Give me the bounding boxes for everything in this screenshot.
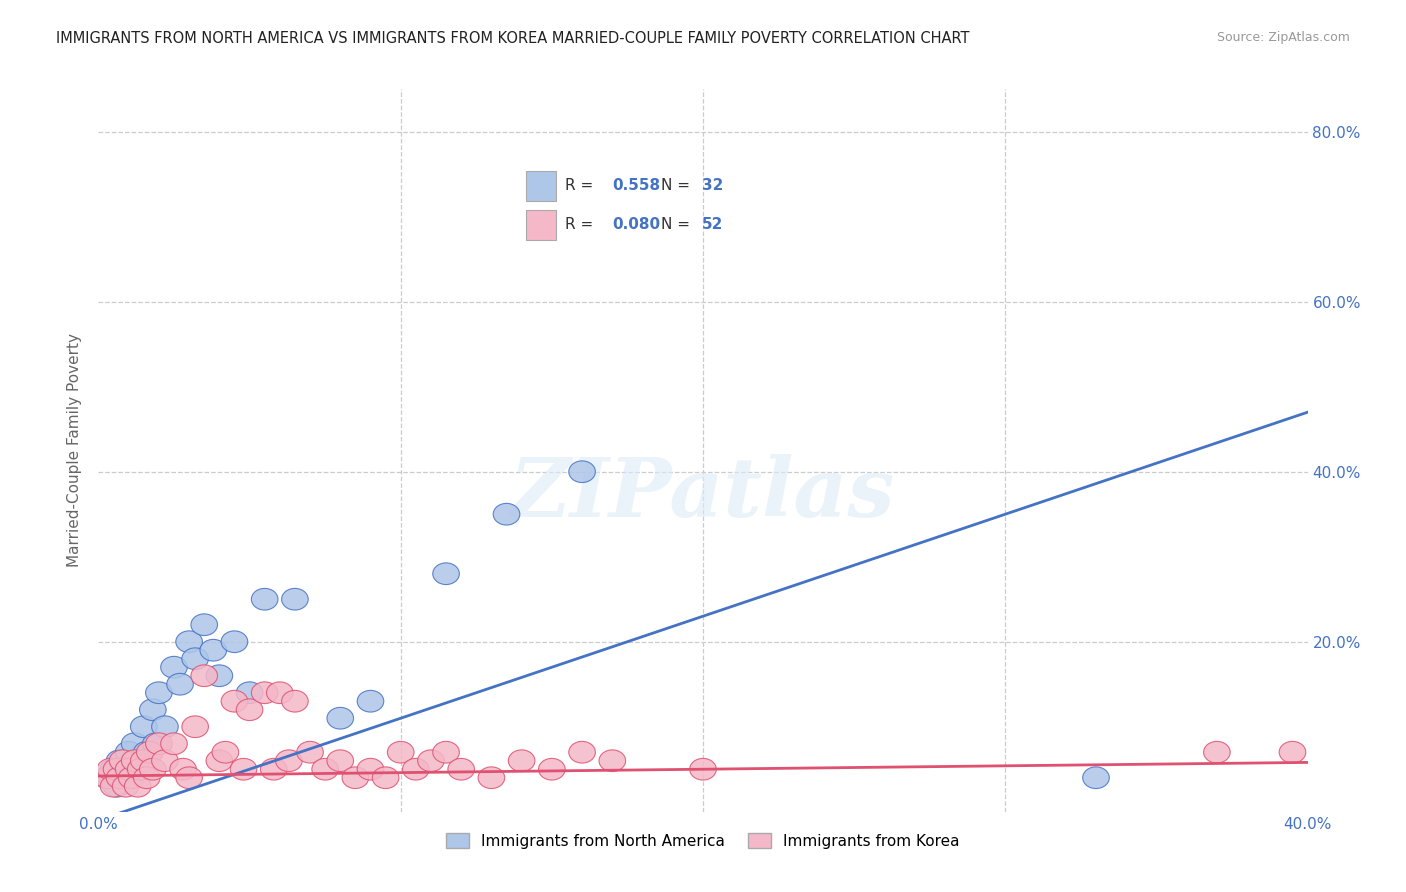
Text: N =: N = — [661, 217, 695, 232]
Ellipse shape — [599, 750, 626, 772]
Ellipse shape — [103, 775, 129, 797]
Ellipse shape — [94, 767, 121, 789]
Ellipse shape — [1279, 741, 1306, 763]
Ellipse shape — [433, 741, 460, 763]
Ellipse shape — [131, 716, 157, 738]
Ellipse shape — [433, 563, 460, 584]
Text: R =: R = — [565, 217, 598, 232]
Ellipse shape — [207, 665, 232, 687]
Ellipse shape — [328, 707, 353, 729]
Ellipse shape — [131, 750, 157, 772]
Ellipse shape — [212, 741, 239, 763]
Ellipse shape — [160, 657, 187, 678]
Ellipse shape — [260, 758, 287, 780]
Ellipse shape — [176, 631, 202, 653]
Ellipse shape — [118, 767, 145, 789]
Ellipse shape — [181, 648, 208, 670]
Ellipse shape — [312, 758, 339, 780]
Ellipse shape — [100, 775, 127, 797]
Ellipse shape — [569, 461, 595, 483]
Ellipse shape — [139, 698, 166, 721]
Legend: Immigrants from North America, Immigrants from Korea: Immigrants from North America, Immigrant… — [440, 827, 966, 855]
Text: 52: 52 — [702, 217, 724, 232]
Ellipse shape — [118, 767, 145, 789]
Ellipse shape — [221, 690, 247, 712]
Text: N =: N = — [661, 178, 695, 194]
Ellipse shape — [1083, 767, 1109, 789]
Ellipse shape — [690, 758, 716, 780]
Ellipse shape — [267, 681, 292, 704]
Ellipse shape — [191, 614, 218, 636]
Ellipse shape — [357, 758, 384, 780]
Ellipse shape — [388, 741, 413, 763]
Ellipse shape — [494, 503, 520, 525]
Ellipse shape — [107, 767, 134, 789]
Ellipse shape — [207, 750, 232, 772]
Ellipse shape — [200, 640, 226, 661]
Ellipse shape — [121, 733, 148, 755]
Ellipse shape — [115, 758, 142, 780]
Ellipse shape — [142, 733, 169, 755]
Ellipse shape — [181, 716, 208, 738]
Ellipse shape — [110, 750, 136, 772]
Ellipse shape — [103, 758, 129, 780]
Ellipse shape — [107, 750, 134, 772]
Ellipse shape — [152, 716, 179, 738]
Ellipse shape — [449, 758, 474, 780]
Ellipse shape — [252, 681, 278, 704]
Ellipse shape — [134, 741, 160, 763]
Text: ZIPatlas: ZIPatlas — [510, 454, 896, 533]
Ellipse shape — [538, 758, 565, 780]
Ellipse shape — [100, 758, 127, 780]
Ellipse shape — [170, 758, 197, 780]
Ellipse shape — [160, 733, 187, 755]
Ellipse shape — [328, 750, 353, 772]
Ellipse shape — [128, 758, 155, 780]
Text: 0.080: 0.080 — [613, 217, 661, 232]
Ellipse shape — [231, 758, 257, 780]
Ellipse shape — [136, 741, 163, 763]
Ellipse shape — [94, 767, 121, 789]
Ellipse shape — [478, 767, 505, 789]
Ellipse shape — [152, 750, 179, 772]
FancyBboxPatch shape — [526, 210, 555, 240]
Ellipse shape — [146, 733, 172, 755]
Ellipse shape — [176, 767, 202, 789]
FancyBboxPatch shape — [526, 171, 555, 201]
Ellipse shape — [373, 767, 399, 789]
Ellipse shape — [124, 775, 150, 797]
Ellipse shape — [236, 698, 263, 721]
Ellipse shape — [276, 750, 302, 772]
Ellipse shape — [1204, 741, 1230, 763]
Ellipse shape — [509, 750, 534, 772]
Ellipse shape — [402, 758, 429, 780]
Ellipse shape — [418, 750, 444, 772]
Ellipse shape — [236, 681, 263, 704]
Ellipse shape — [221, 631, 247, 653]
Ellipse shape — [281, 589, 308, 610]
Ellipse shape — [110, 758, 136, 780]
Ellipse shape — [167, 673, 194, 695]
Ellipse shape — [146, 681, 172, 704]
Ellipse shape — [112, 775, 139, 797]
Ellipse shape — [134, 767, 160, 789]
Ellipse shape — [569, 741, 595, 763]
Y-axis label: Married-Couple Family Poverty: Married-Couple Family Poverty — [67, 334, 83, 567]
Ellipse shape — [121, 750, 148, 772]
Ellipse shape — [191, 665, 218, 687]
Ellipse shape — [139, 758, 166, 780]
Text: Source: ZipAtlas.com: Source: ZipAtlas.com — [1216, 31, 1350, 45]
Text: IMMIGRANTS FROM NORTH AMERICA VS IMMIGRANTS FROM KOREA MARRIED-COUPLE FAMILY POV: IMMIGRANTS FROM NORTH AMERICA VS IMMIGRA… — [56, 31, 970, 46]
Ellipse shape — [281, 690, 308, 712]
Text: 32: 32 — [702, 178, 724, 194]
Text: R =: R = — [565, 178, 598, 194]
Ellipse shape — [357, 690, 384, 712]
Ellipse shape — [115, 741, 142, 763]
Ellipse shape — [97, 758, 124, 780]
Ellipse shape — [124, 750, 150, 772]
Text: 0.558: 0.558 — [613, 178, 661, 194]
Ellipse shape — [342, 767, 368, 789]
Ellipse shape — [297, 741, 323, 763]
Ellipse shape — [252, 589, 278, 610]
